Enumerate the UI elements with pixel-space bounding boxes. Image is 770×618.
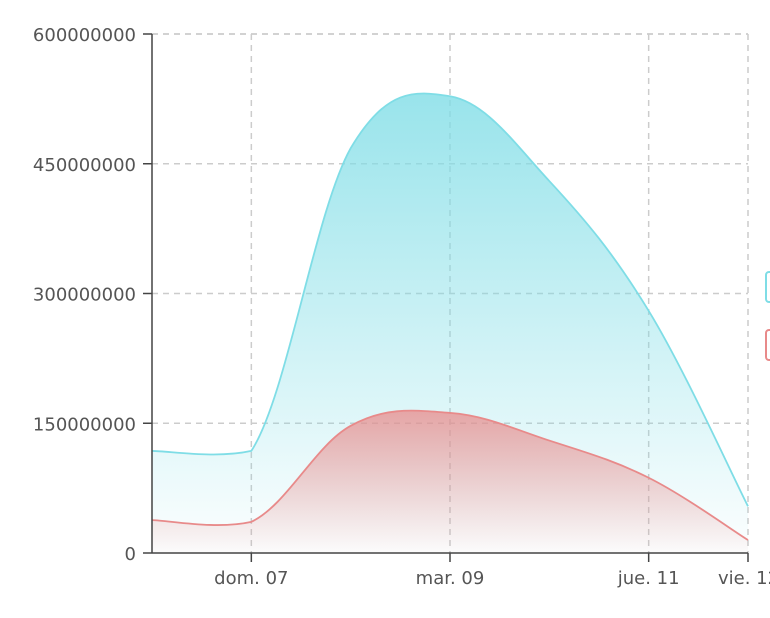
series-1-line (151, 409, 749, 541)
x-tick-label: vie. 12 (718, 568, 770, 589)
legend-swatch-series-1[interactable] (765, 329, 770, 361)
tick-labels: 0 150000000 300000000 450000000 600000000 dom… (33, 25, 770, 589)
y-tick-label: 450000000 (33, 155, 136, 176)
series-areas (151, 92, 749, 553)
x-tick-label: mar. 09 (416, 568, 485, 589)
axes (143, 33, 749, 562)
series-0-area (152, 93, 748, 553)
y-tick-label: 300000000 (33, 285, 136, 306)
series-0-line (151, 92, 749, 507)
x-tick-label: dom. 07 (214, 568, 288, 589)
y-tick-label: 150000000 (33, 414, 136, 435)
y-tick-label: 0 (125, 544, 136, 565)
legend-swatch-series-0[interactable] (765, 271, 770, 303)
y-tick-label: 600000000 (33, 25, 136, 46)
x-tick-label: jue. 11 (617, 568, 680, 589)
legend[interactable] (765, 271, 770, 361)
series-1-area (152, 410, 748, 553)
